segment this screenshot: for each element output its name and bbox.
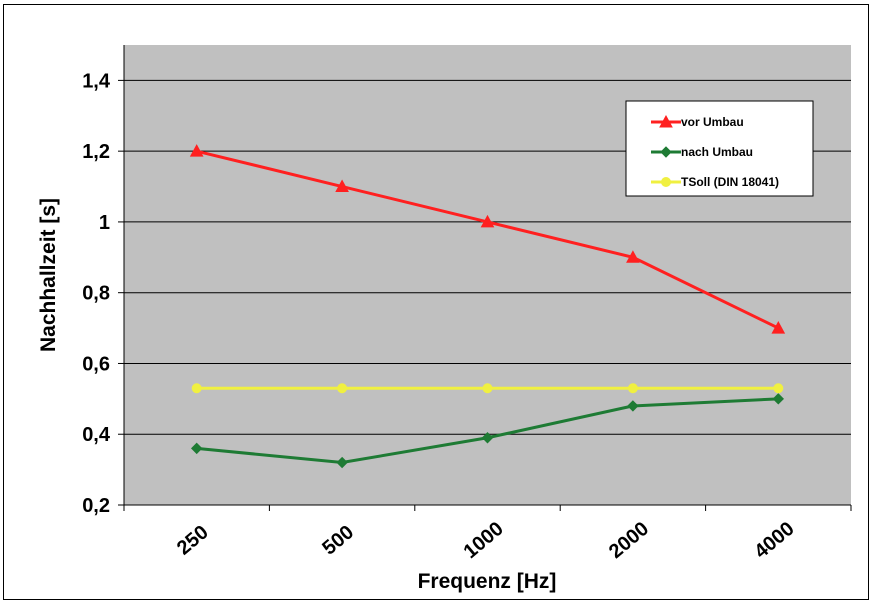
legend: vor Umbau nach Umbau TSoll (DIN 18041) (625, 100, 814, 197)
y-tick-label: 0,4 (82, 424, 111, 446)
data-point (337, 383, 348, 394)
x-tick-label: 500 (318, 521, 358, 559)
data-point (481, 432, 494, 444)
x-tick-labels: 250 500 1000 2000 4000 (173, 518, 799, 563)
y-tick-label: 0,8 (82, 283, 110, 305)
series-0 (189, 144, 786, 334)
y-tick-label: 1,2 (82, 141, 110, 163)
data-point (189, 144, 204, 157)
x-tick-label: 2000 (605, 518, 653, 563)
legend-label: TSoll (DIN 18041) (681, 175, 779, 189)
x-axis-title: Frequenz [Hz] (418, 570, 557, 593)
axes (123, 45, 852, 511)
x-tick-label: 4000 (750, 518, 798, 563)
data-point (627, 400, 639, 412)
y-tick-label: 1,4 (82, 70, 111, 92)
series-1 (190, 393, 785, 469)
data-point (771, 321, 786, 334)
data-point (773, 383, 784, 394)
legend-box (625, 100, 814, 197)
data-point (626, 250, 640, 263)
data-point (482, 383, 493, 394)
legend-label: nach Umbau (681, 145, 753, 159)
x-tick-label: 250 (173, 521, 213, 559)
data-point (480, 214, 495, 228)
legend-item: nach Umbau (651, 145, 753, 159)
data-point (627, 383, 638, 394)
series-layer (189, 144, 786, 469)
legend-marker (661, 177, 671, 187)
x-tick-label: 1000 (460, 518, 508, 563)
legend-marker (660, 146, 672, 158)
y-axis-title: Nachhallzeit [s] (37, 198, 60, 352)
legend-marker (659, 114, 673, 128)
data-point (191, 383, 202, 394)
legend-item: vor Umbau (651, 114, 744, 129)
legend-label: vor Umbau (681, 115, 744, 129)
legend-item: TSoll (DIN 18041) (651, 175, 779, 189)
y-tick-label: 0,6 (82, 353, 110, 375)
data-point (336, 456, 348, 469)
data-point (335, 179, 349, 193)
y-tick-labels: 0,2 0,4 0,6 0,8 1 1,2 1,4 (82, 70, 111, 517)
y-tick-label: 1 (99, 212, 110, 234)
y-tick-label: 0,2 (82, 495, 110, 517)
series-2 (191, 383, 784, 394)
data-point (190, 442, 203, 455)
data-point (772, 393, 785, 405)
